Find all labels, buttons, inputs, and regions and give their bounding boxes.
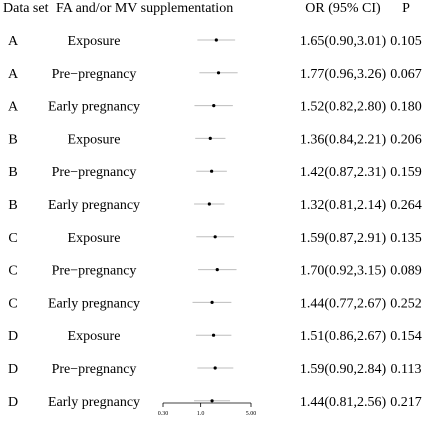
row-dataset-label: D: [8, 329, 18, 344]
or-point: [208, 136, 212, 140]
table-row: B Pre−pregnancy 1.42(0.87,2.31) 0.159: [8, 165, 421, 180]
row-p-value: 0.206: [390, 132, 422, 147]
row-exposure-label: Exposure: [68, 329, 121, 344]
row-exposure-label: Exposure: [68, 34, 121, 49]
row-or-ci-text: 1.52(0.82,2.80): [300, 100, 387, 115]
or-point: [212, 104, 216, 108]
row-dataset-label: B: [8, 165, 17, 180]
or-point: [213, 366, 217, 370]
row-p-value: 0.105: [390, 34, 422, 49]
row-dataset-label: C: [8, 264, 17, 279]
or-point: [214, 38, 218, 42]
x-axis: 0.30 1.0 5.00: [158, 402, 257, 417]
row-p-value: 0.180: [390, 100, 422, 115]
row-p-value: 0.089: [390, 264, 422, 279]
row-dataset-label: B: [8, 198, 17, 213]
row-p-value: 0.067: [390, 67, 422, 82]
row-or-ci-text: 1.44(0.81,2.56): [300, 395, 387, 410]
row-or-ci-text: 1.65(0.90,3.01): [300, 34, 387, 49]
row-or-ci-text: 1.42(0.87,2.31): [300, 165, 387, 180]
or-point: [216, 71, 221, 75]
table-row: D Exposure 1.51(0.86,2.67) 0.154: [8, 329, 422, 344]
row-exposure-label: Early pregnancy: [48, 296, 140, 311]
row-dataset-label: B: [8, 132, 17, 147]
table-row: A Exposure 1.65(0.90,3.01) 0.105: [8, 34, 422, 49]
row-or-ci-text: 1.32(0.81,2.14): [300, 198, 387, 213]
row-dataset-label: D: [8, 395, 18, 410]
or-point: [211, 333, 216, 337]
table-rows: A Exposure 1.65(0.90,3.01) 0.105 A Pre−pregna…: [8, 34, 422, 410]
row-or-ci-text: 1.77(0.96,3.26): [300, 67, 387, 82]
row-or-ci-text: 1.44(0.77,2.67): [300, 296, 387, 311]
table-row: A Pre−pregnancy 1.77(0.96,3.26) 0.067: [8, 67, 422, 82]
x-tick-label: 1.0: [197, 411, 205, 417]
row-p-value: 0.217: [390, 395, 422, 410]
row-or-ci-text: 1.59(0.90,2.84): [300, 362, 387, 377]
row-dataset-label: C: [8, 296, 17, 311]
row-exposure-label: Early pregnancy: [48, 395, 140, 410]
header-supplementation: FA and/or MV supplementation: [56, 1, 233, 16]
row-exposure-label: Pre−pregnancy: [52, 362, 137, 377]
row-dataset-label: A: [8, 67, 19, 82]
row-dataset-label: A: [8, 34, 19, 49]
x-tick-label: 0.30: [158, 411, 169, 417]
row-or-ci-text: 1.36(0.84,2.21): [300, 132, 387, 147]
row-or-ci-text: 1.70(0.92,3.15): [300, 264, 387, 279]
row-p-value: 0.154: [390, 329, 422, 344]
table-row: C Early pregnancy 1.44(0.77,2.67) 0.252: [8, 296, 421, 311]
row-exposure-label: Pre−pregnancy: [52, 67, 137, 82]
column-headers: Data set FA and/or MV supplementation OR…: [3, 1, 410, 16]
row-exposure-label: Early pregnancy: [48, 100, 140, 115]
header-dataset: Data set: [3, 1, 49, 16]
table-row: B Early pregnancy 1.32(0.81,2.14) 0.264: [8, 198, 421, 213]
header-or-ci: OR (95% CI): [305, 1, 381, 16]
table-row: C Exposure 1.59(0.87,2.91) 0.135: [8, 231, 421, 246]
table-row: B Exposure 1.36(0.84,2.21) 0.206: [8, 132, 421, 147]
row-p-value: 0.159: [390, 165, 422, 180]
row-dataset-label: C: [8, 231, 17, 246]
row-exposure-label: Pre−pregnancy: [52, 165, 137, 180]
row-p-value: 0.252: [390, 296, 422, 311]
row-dataset-label: A: [8, 100, 19, 115]
row-exposure-label: Early pregnancy: [48, 198, 140, 213]
or-point: [210, 399, 214, 403]
table-row: C Pre−pregnancy 1.70(0.92,3.15) 0.089: [8, 264, 421, 279]
row-exposure-label: Pre−pregnancy: [52, 264, 137, 279]
or-point: [207, 202, 211, 206]
or-point: [210, 169, 214, 173]
table-row: D Pre−pregnancy 1.59(0.90,2.84) 0.113: [8, 362, 422, 377]
row-exposure-label: Exposure: [68, 132, 121, 147]
row-or-ci-text: 1.51(0.86,2.67): [300, 329, 387, 344]
table-row: A Early pregnancy 1.52(0.82,2.80) 0.180: [8, 100, 422, 115]
row-exposure-label: Exposure: [68, 231, 121, 246]
row-or-ci-text: 1.59(0.87,2.91): [300, 231, 387, 246]
plot-marks: [192, 38, 238, 403]
row-p-value: 0.113: [391, 362, 422, 377]
row-p-value: 0.135: [390, 231, 422, 246]
x-tick-label: 5.00: [246, 411, 257, 417]
row-p-value: 0.264: [390, 198, 422, 213]
or-point: [215, 268, 219, 272]
header-p-value: P: [402, 1, 410, 16]
or-point: [210, 300, 214, 304]
row-dataset-label: D: [8, 362, 18, 377]
table-row: D Early pregnancy 1.44(0.81,2.56) 0.217: [8, 395, 422, 410]
or-point: [213, 235, 217, 239]
